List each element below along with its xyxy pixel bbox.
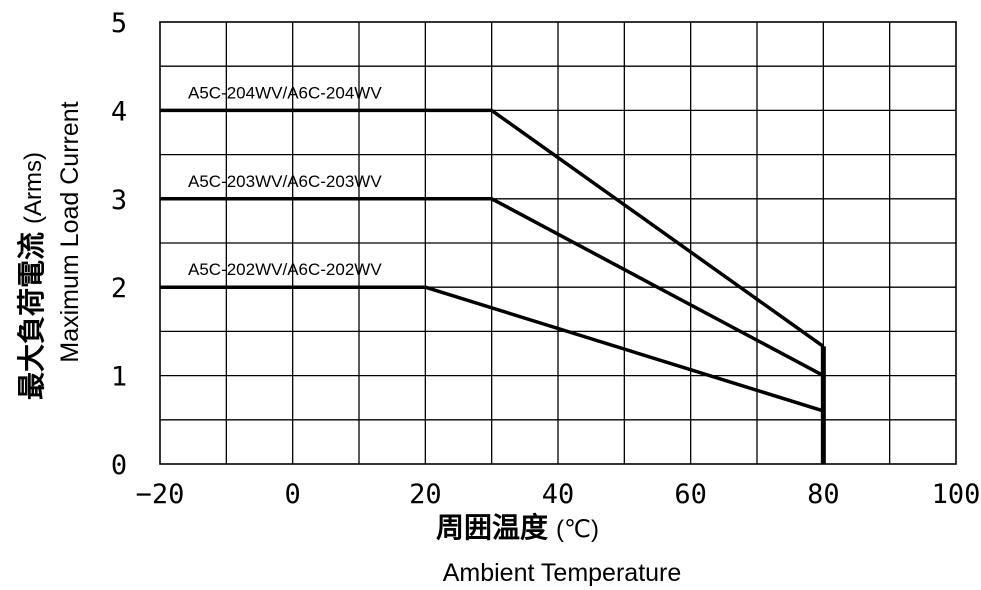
series-label-1: A5C-204WV/A6C-204WV (188, 83, 382, 102)
x-axis-title-en: Ambient Temperature (443, 559, 682, 587)
series-lines (160, 108, 826, 464)
series-label-3: A5C-202WV/A6C-202WV (188, 260, 382, 279)
x-axis-title-ja: 周囲温度 (436, 511, 548, 544)
x-tick-label: 20 (409, 479, 442, 510)
series-line-2 (160, 197, 825, 378)
y-axis-title-en: Maximum Load Current (56, 101, 84, 362)
x-tick-label: 40 (542, 479, 575, 510)
series-label-2: A5C-203WV/A6C-203WV (188, 172, 382, 191)
y-tick-label: 1 (111, 362, 127, 393)
y-axis-title-unit: (Arms) (20, 152, 47, 224)
x-tick-label: 100 (932, 479, 981, 510)
x-tick-label: 60 (674, 479, 707, 510)
y-tick-label: 3 (111, 185, 127, 216)
x-tick-label: 0 (285, 479, 301, 510)
plot-frame (159, 21, 957, 465)
series-labels: A5C-204WV/A6C-204WV A5C-203WV/A6C-203WV A5… (188, 83, 382, 279)
y-tick-label: 5 (111, 8, 127, 39)
x-tick-labels: −20 0 20 40 60 80 100 (136, 479, 981, 510)
y-tick-label: 4 (111, 96, 127, 127)
x-axis-title-unit: (℃) (556, 516, 599, 543)
y-tick-label: 0 (111, 450, 127, 481)
plot-border (159, 21, 957, 465)
x-tick-label: 80 (807, 479, 840, 510)
y-tick-labels: 0 1 2 3 4 5 (111, 8, 127, 481)
y-axis-title-ja: 最大負荷電流 (15, 232, 48, 400)
x-tick-label: −20 (136, 479, 185, 510)
y-tick-label: 2 (111, 273, 127, 304)
series-line-1 (160, 108, 825, 348)
series-line-3 (160, 285, 824, 413)
